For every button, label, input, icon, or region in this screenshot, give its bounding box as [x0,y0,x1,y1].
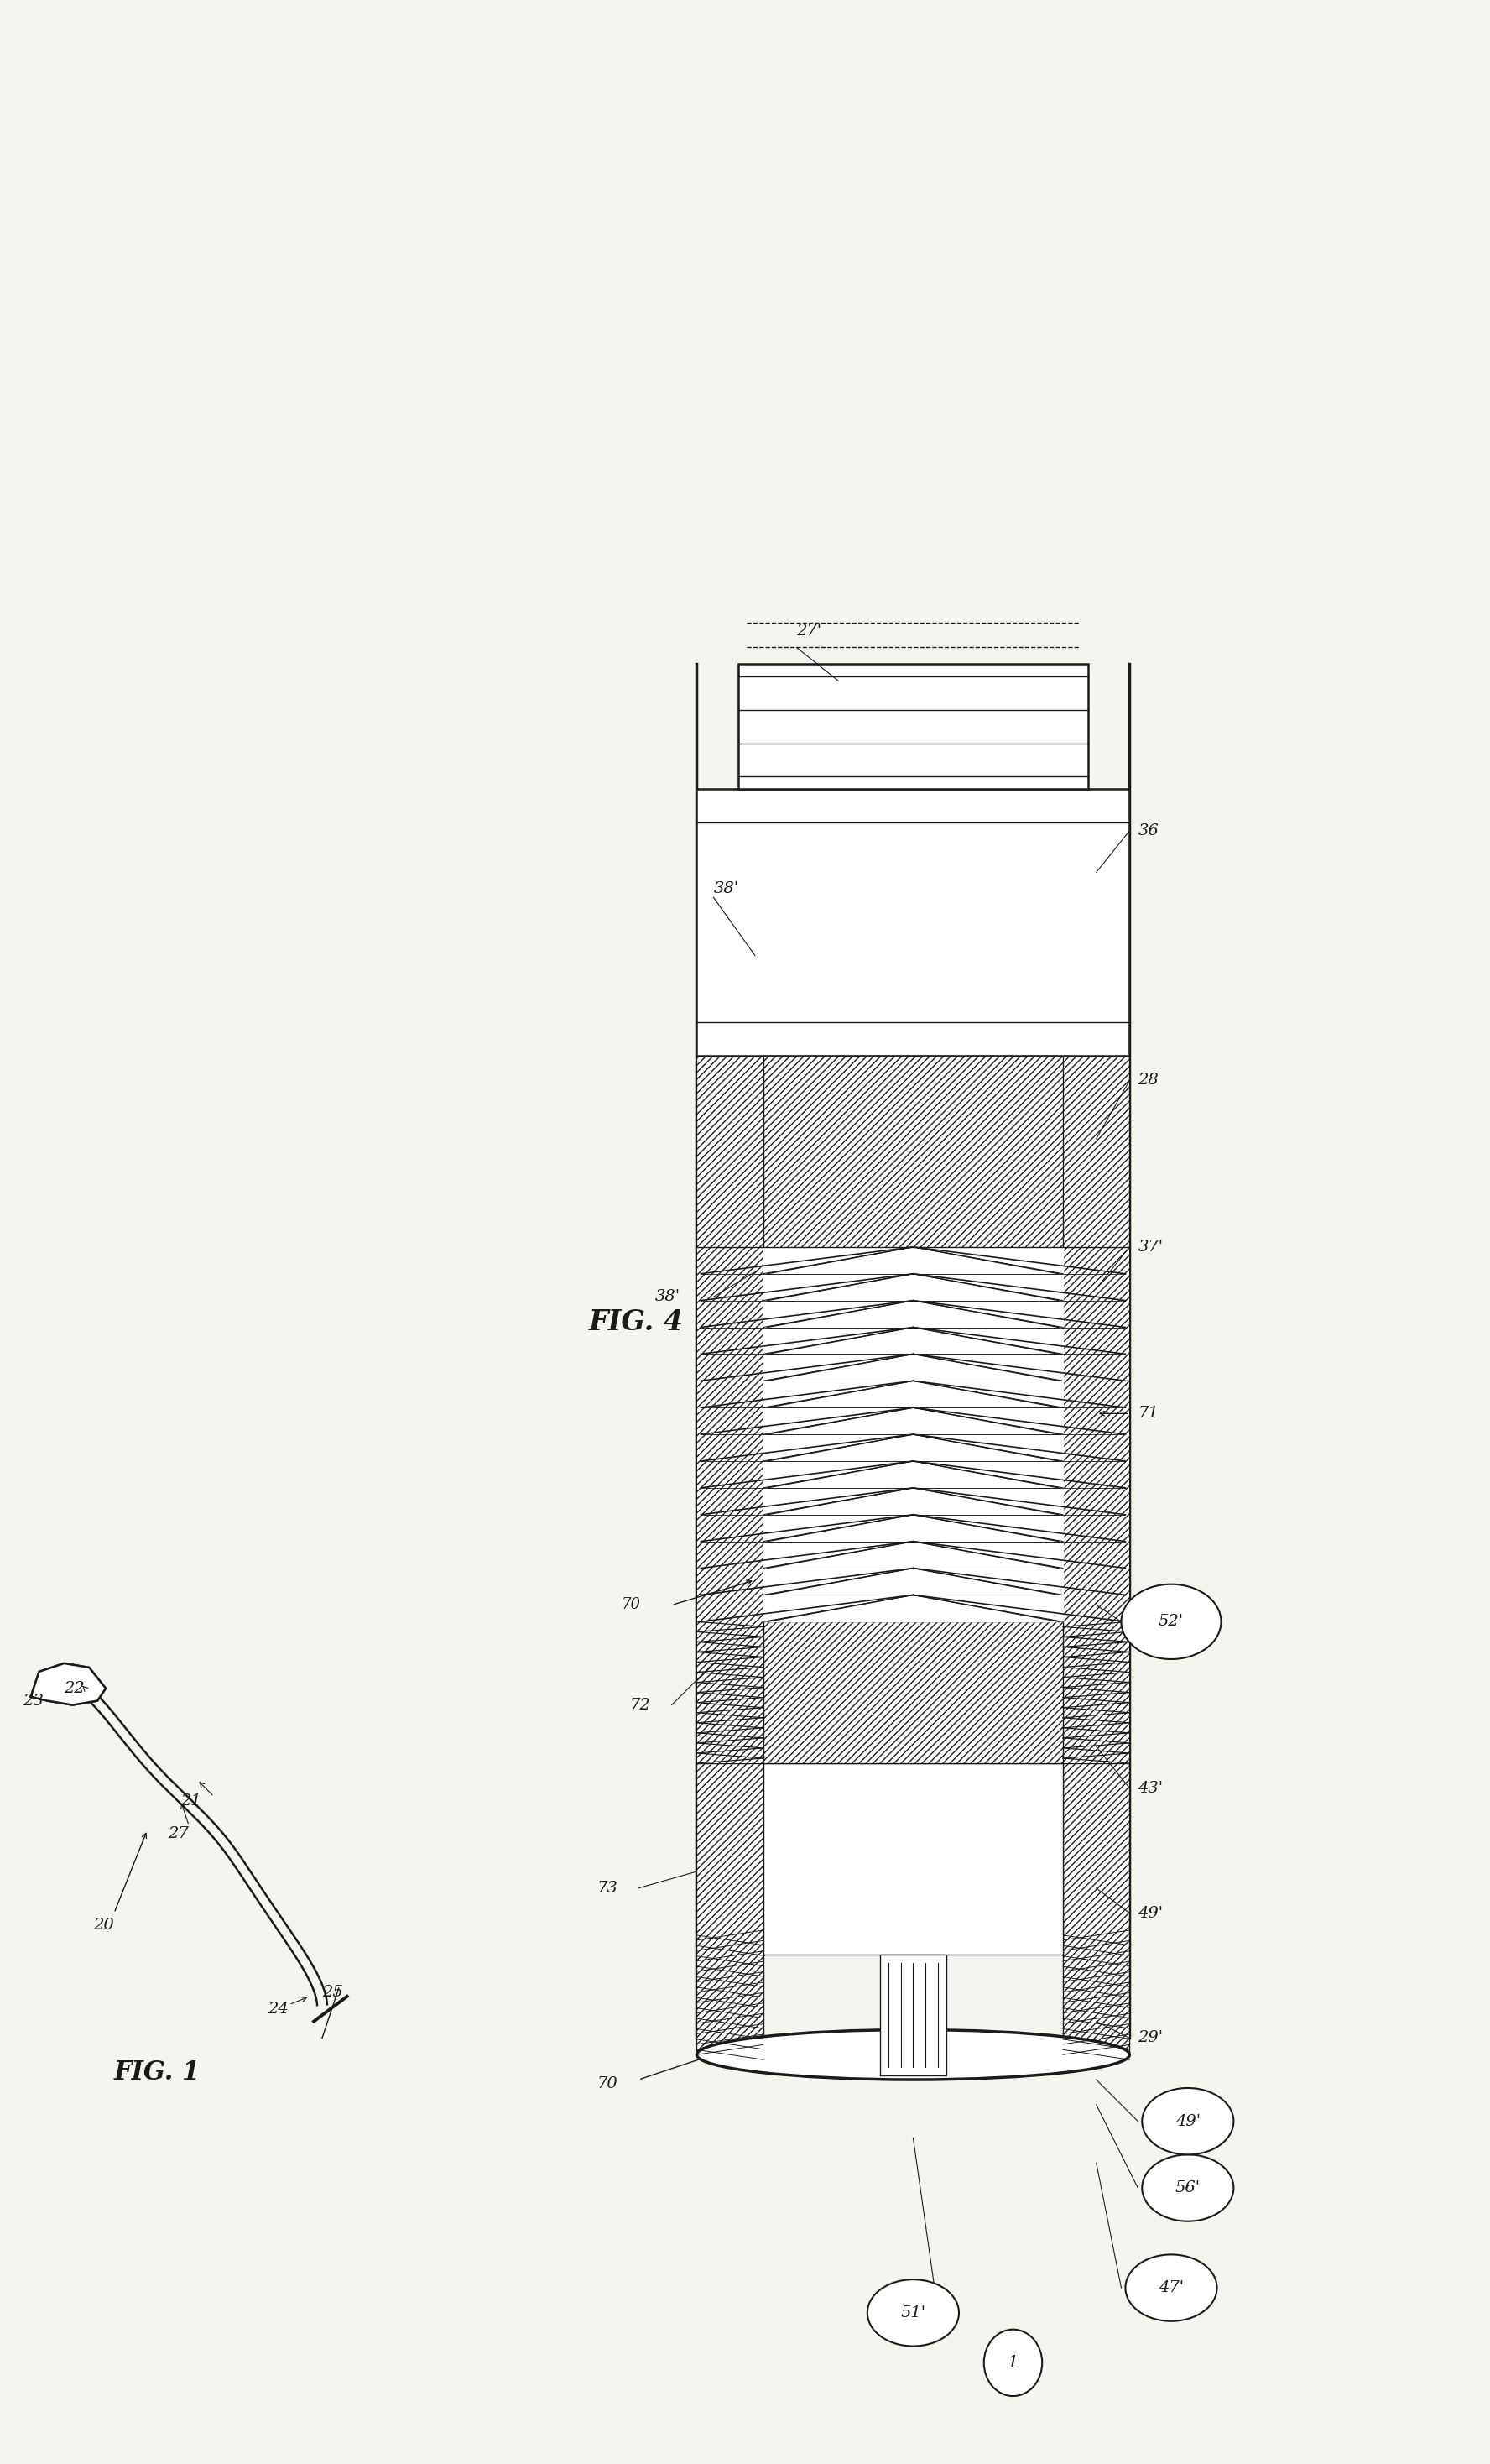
Text: 70: 70 [621,1597,641,1611]
Polygon shape [763,1488,1062,1515]
Text: 24: 24 [268,2001,289,2016]
Text: 43': 43' [1138,1781,1164,1796]
Text: 29': 29' [1138,2030,1164,2045]
Bar [763,1055,1062,1247]
Text: 23: 23 [22,1693,43,1708]
Ellipse shape [983,2328,1042,2395]
Text: 27: 27 [168,1826,189,1841]
Text: 21: 21 [180,1794,201,1809]
Text: 73: 73 [597,1880,617,1895]
Text: 49': 49' [1138,1905,1164,1919]
Text: FIG. 4: FIG. 4 [589,1308,684,1335]
Bar [739,665,1088,788]
Ellipse shape [1122,1584,1222,1658]
Text: 70: 70 [597,2077,617,2092]
Text: 38': 38' [714,882,739,897]
Polygon shape [763,1380,1062,1407]
Text: 22: 22 [64,1680,85,1695]
Ellipse shape [1125,2255,1217,2321]
Polygon shape [763,1328,1062,1355]
Polygon shape [763,1301,1062,1328]
Polygon shape [763,1355,1062,1380]
Bar [697,1055,1129,1247]
Polygon shape [763,1247,1062,1274]
Polygon shape [763,1567,1062,1594]
Text: 52': 52' [1159,1614,1185,1629]
Text: 38': 38' [656,1289,681,1303]
Bar [697,1247,763,1764]
Text: 49': 49' [1176,2114,1201,2129]
Text: 28: 28 [1138,1072,1159,1089]
Polygon shape [763,1594,1062,1621]
FancyBboxPatch shape [697,1929,763,2055]
Text: 20: 20 [94,1917,115,1934]
Text: 47': 47' [1159,2279,1185,2296]
Polygon shape [763,1407,1062,1434]
Text: 1: 1 [1007,2356,1019,2370]
Polygon shape [763,1434,1062,1461]
Ellipse shape [1141,2154,1234,2220]
Bar [763,1621,1062,1764]
Polygon shape [763,1461,1062,1488]
Text: 51': 51' [900,2306,925,2321]
Text: 56': 56' [1176,2181,1201,2195]
Ellipse shape [867,2279,960,2346]
Bar [881,1954,946,2075]
Text: FIG. 1: FIG. 1 [115,2060,201,2085]
Text: 27': 27' [797,623,822,638]
Text: 25: 25 [322,1984,343,2001]
Text: 71: 71 [1138,1407,1159,1422]
Polygon shape [763,1515,1062,1542]
Bar [697,1764,763,2055]
Text: 36: 36 [1138,823,1159,838]
Text: 37': 37' [1138,1239,1164,1254]
Polygon shape [763,1274,1062,1301]
Bar [697,788,1129,1055]
Bar [1062,1247,1129,1764]
Polygon shape [763,1542,1062,1567]
Ellipse shape [1141,2087,1234,2154]
Bar [763,798,1062,1047]
FancyBboxPatch shape [1062,1929,1129,2055]
Polygon shape [31,1663,106,1705]
Bar [1062,1764,1129,2055]
Bar [763,1764,1062,1954]
Ellipse shape [697,2030,1129,2080]
Text: 72: 72 [630,1698,651,1712]
